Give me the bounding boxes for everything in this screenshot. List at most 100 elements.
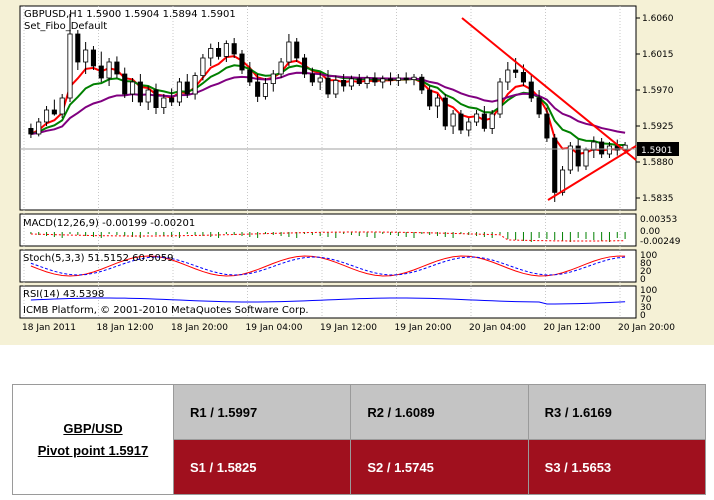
rsi-tick-0: 100: [640, 286, 657, 296]
candle: [28, 123, 34, 138]
candle-body: [239, 53, 245, 71]
pivot-point: Pivot point 1.5917: [37, 442, 149, 458]
candle: [98, 51, 104, 82]
candle: [567, 142, 573, 174]
r1-cell: R1 / 1.5997: [172, 384, 352, 440]
candle: [481, 106, 487, 132]
candle-body: [544, 113, 550, 139]
candle: [215, 42, 222, 60]
candle-body: [559, 169, 566, 193]
candle-body: [145, 89, 151, 103]
candle: [153, 83, 159, 114]
candle: [309, 67, 315, 86]
candle: [333, 75, 339, 98]
candle: [364, 75, 370, 89]
candle-body: [28, 127, 34, 135]
candle-body: [364, 77, 370, 84]
candle: [473, 110, 480, 126]
candle: [380, 75, 386, 89]
candle-body: [599, 141, 605, 155]
candle-body: [380, 78, 386, 83]
candle-body: [411, 76, 417, 80]
symbol-header: GBPUSD,H1 1.5900 1.5904 1.5894 1.5901: [24, 9, 236, 20]
pivot-label-cell: GBP/USD Pivot point 1.5917: [12, 384, 174, 495]
candle: [552, 134, 558, 202]
candle-body: [200, 57, 206, 77]
candle-body: [395, 77, 401, 81]
candle: [161, 94, 167, 114]
stoch-tick-3: 0: [640, 275, 646, 285]
candle-body: [161, 97, 167, 109]
candle-body: [427, 89, 433, 107]
candle: [341, 74, 347, 92]
lower-trendline: [547, 145, 637, 201]
candle-body: [497, 81, 503, 115]
candle: [411, 74, 417, 86]
candle-body: [301, 57, 308, 75]
candle-body: [98, 65, 104, 79]
s1-cell: S1 / 1.5825: [172, 439, 352, 495]
candle-body: [442, 97, 448, 127]
platform-label: ICMB Platform, © 2001-2010 MetaQuotes So…: [23, 305, 309, 316]
price-axis: 1.6060 1.6015 1.5970 1.5925 1.5880 1.5835: [636, 14, 674, 204]
candle-body: [606, 145, 613, 155]
candle-body: [341, 80, 347, 87]
grid-layer: [23, 6, 621, 318]
candle: [387, 72, 394, 86]
rsi-polyline: [30, 297, 626, 305]
candle-body: [505, 69, 511, 83]
candle: [239, 50, 245, 74]
candle: [301, 54, 308, 78]
candle-body: [184, 81, 190, 95]
s2-cell: S2 / 1.5745: [350, 439, 529, 495]
candle-body: [294, 41, 300, 59]
candle-body: [231, 43, 237, 55]
candle-body: [59, 97, 65, 115]
stoch-tick-0: 100: [640, 251, 657, 261]
candle: [90, 46, 97, 70]
candle-body: [552, 137, 558, 193]
candle: [395, 74, 401, 86]
candle-body: [270, 73, 276, 84]
candle: [184, 74, 190, 98]
candle-body: [591, 141, 597, 151]
candle-body: [575, 145, 581, 167]
candle-body: [255, 81, 261, 97]
candle-body: [466, 121, 472, 131]
candle-body: [262, 83, 269, 97]
candle: [67, 14, 73, 102]
r2-cell: R2 / 1.6089: [350, 384, 529, 440]
stoch-tick-1: 80: [640, 259, 652, 269]
stoch-tick-2: 20: [640, 267, 652, 277]
candle-body: [36, 121, 42, 135]
candle-body: [51, 109, 57, 115]
candle: [294, 38, 300, 62]
price-tick-label: 1.5925: [642, 122, 674, 132]
candle-body: [520, 72, 527, 83]
candle: [247, 62, 253, 86]
candle-body: [223, 43, 229, 57]
candle-body: [489, 113, 495, 129]
r3-cell: R3 / 1.6169: [527, 384, 707, 440]
candle: [536, 90, 542, 118]
macd-tick-2: -0.00249: [640, 237, 681, 247]
price-tick-label: 1.5970: [642, 86, 674, 96]
candle-body: [387, 78, 394, 81]
time-tick-label: 20 Jan 20:00: [618, 323, 675, 333]
macd-signal-line: [30, 231, 626, 242]
candle-body: [450, 113, 456, 127]
time-tick-label: 19 Jan 20:00: [395, 323, 452, 333]
s3-cell: S3 / 1.5653: [527, 439, 707, 495]
candle: [75, 30, 81, 70]
candle: [356, 74, 362, 86]
macd-tick-1: 0.00: [640, 227, 660, 237]
rsi-tick-2: 30: [640, 303, 652, 313]
candle: [270, 70, 276, 92]
candles: [28, 14, 628, 202]
candle-body: [325, 77, 331, 95]
resistance-row: GBP/USD Pivot point 1.5917 R1 / 1.5997 R…: [12, 384, 707, 495]
candle: [599, 138, 605, 158]
stoch-label: Stoch(5,3,3) 51.5152 60.5059: [23, 253, 174, 264]
candle: [458, 110, 464, 134]
candle-body: [67, 33, 73, 99]
